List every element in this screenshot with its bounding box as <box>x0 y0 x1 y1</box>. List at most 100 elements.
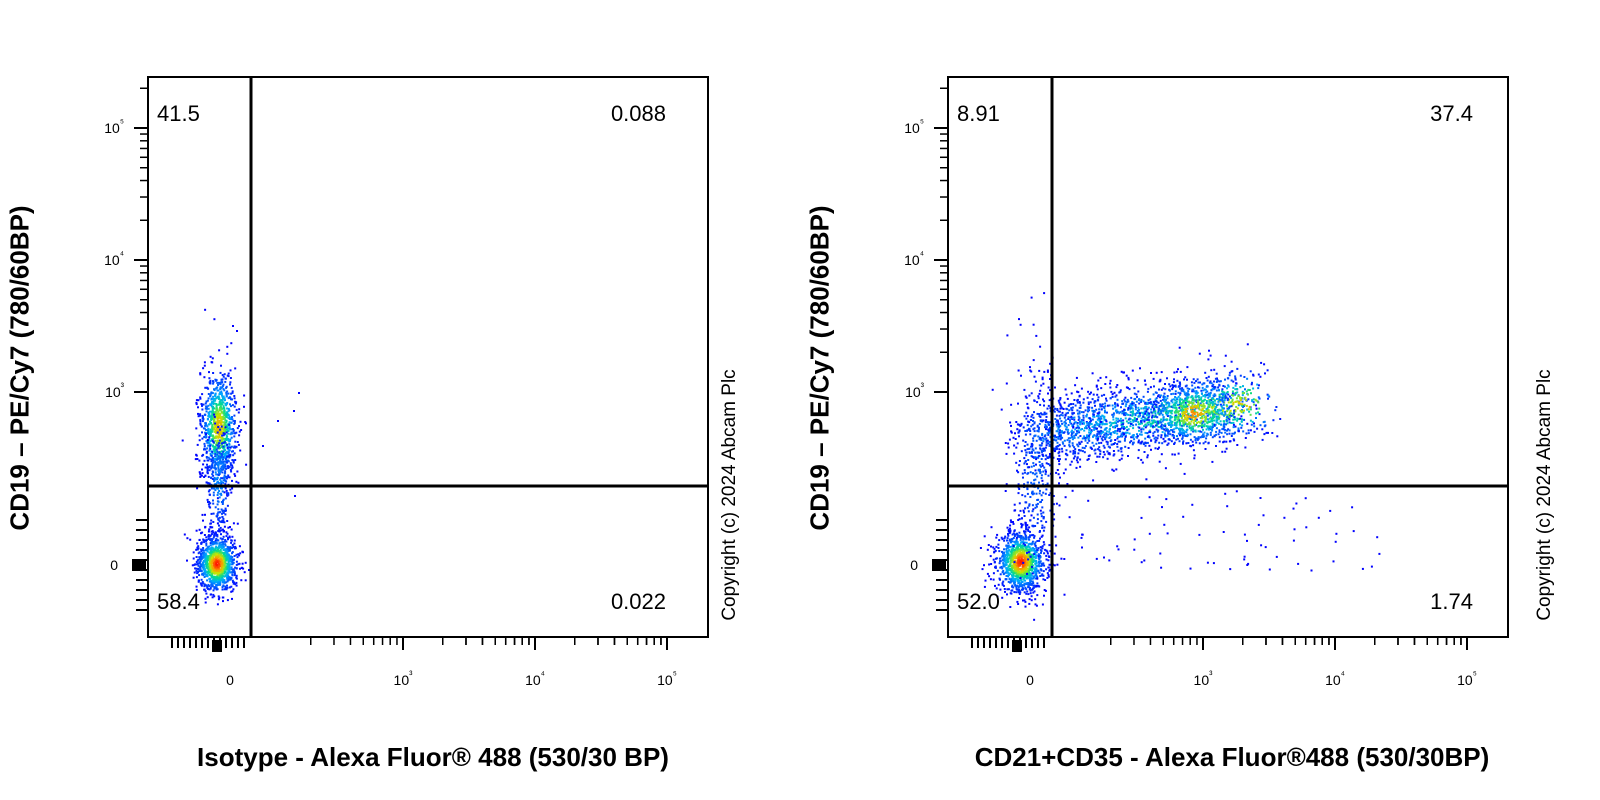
event-dot <box>1039 501 1042 504</box>
event-dot <box>1028 428 1031 431</box>
event-dot <box>1038 422 1041 425</box>
event-dot <box>1061 407 1064 410</box>
event-dot <box>216 450 219 453</box>
event-dot <box>199 422 202 425</box>
event-dot <box>1088 422 1090 425</box>
event-dot <box>224 414 226 417</box>
event-dot <box>1154 447 1157 450</box>
event-dot <box>1030 595 1033 598</box>
event-dot <box>244 421 247 423</box>
event-dot <box>1132 410 1134 413</box>
event-dot <box>1193 454 1196 457</box>
event-dot <box>229 417 231 420</box>
event-dot <box>219 558 222 561</box>
event-dot <box>1020 450 1023 453</box>
event-dot <box>1044 473 1047 476</box>
event-dot <box>1118 412 1121 415</box>
event-dot <box>215 538 218 540</box>
event-dot <box>1024 545 1027 548</box>
event-dot <box>990 563 993 565</box>
event-dot <box>1189 418 1192 421</box>
event-dot <box>1120 421 1123 424</box>
event-dot <box>1000 536 1003 539</box>
event-dot <box>1104 383 1107 385</box>
event-dot <box>1129 403 1132 406</box>
event-dot <box>197 415 200 418</box>
event-dot <box>1021 541 1024 543</box>
event-dot <box>1135 412 1138 415</box>
event-dot <box>223 564 226 567</box>
event-dot <box>1028 526 1031 529</box>
event-dot <box>1025 454 1028 457</box>
event-dot <box>991 388 994 391</box>
event-dot <box>1076 430 1079 433</box>
event-dot <box>211 357 214 360</box>
event-dot <box>1022 536 1025 539</box>
event-dot <box>1018 536 1021 539</box>
event-dot <box>223 509 225 512</box>
event-dot <box>1036 564 1039 567</box>
event-dot <box>1144 431 1147 434</box>
event-dot <box>233 581 236 584</box>
event-dot <box>1137 390 1140 393</box>
event-dot <box>217 511 220 514</box>
event-dot <box>995 557 998 560</box>
event-dot <box>207 475 210 478</box>
event-dot <box>1079 449 1082 452</box>
event-dot <box>219 469 222 472</box>
event-dot <box>218 516 221 519</box>
event-dot <box>1037 428 1040 431</box>
event-dot <box>1066 483 1069 485</box>
event-dot <box>1012 436 1015 439</box>
event-dot <box>1002 565 1005 568</box>
event-dot <box>212 580 215 583</box>
event-dot <box>226 555 228 558</box>
event-dot <box>217 436 220 438</box>
event-dot <box>1061 447 1063 450</box>
event-dot <box>225 565 228 568</box>
event-dot <box>1102 415 1105 418</box>
event-dot <box>211 572 213 575</box>
event-dot <box>1013 561 1016 564</box>
event-dot <box>1153 385 1155 388</box>
event-dot <box>1033 464 1035 467</box>
event-dot <box>1087 401 1090 404</box>
event-dot <box>208 457 211 460</box>
event-dot <box>228 456 231 459</box>
event-dot <box>1068 409 1071 412</box>
event-dot <box>1057 399 1060 402</box>
event-dot <box>229 469 232 471</box>
event-dot <box>195 569 198 572</box>
event-dot <box>1111 468 1114 471</box>
event-dot <box>1068 440 1071 443</box>
event-dot <box>1093 415 1096 418</box>
event-dot <box>1040 449 1043 452</box>
event-dot <box>200 548 203 551</box>
event-dot <box>1026 551 1028 554</box>
event-dot <box>210 454 213 457</box>
event-dot <box>1113 421 1116 424</box>
event-dot <box>219 414 221 417</box>
event-dot <box>227 572 230 575</box>
event-dot <box>200 474 203 477</box>
event-dot <box>208 466 211 469</box>
event-dot <box>1019 591 1022 594</box>
event-dot <box>1041 453 1044 456</box>
event-dot <box>1011 547 1014 550</box>
event-dot <box>1159 399 1162 402</box>
event-dot <box>1019 577 1022 580</box>
event-dot <box>1008 578 1011 581</box>
event-dot <box>1056 425 1059 428</box>
event-dot <box>1017 603 1020 605</box>
event-dot <box>216 569 219 572</box>
event-dot <box>219 428 221 431</box>
event-dot <box>207 456 210 459</box>
event-dot <box>1081 422 1084 425</box>
event-dot <box>205 540 208 543</box>
event-dot <box>1095 435 1098 438</box>
event-dot <box>225 386 228 389</box>
event-dot <box>234 566 237 569</box>
event-dot <box>218 381 220 384</box>
event-dot <box>201 404 203 407</box>
event-dot <box>220 428 223 431</box>
